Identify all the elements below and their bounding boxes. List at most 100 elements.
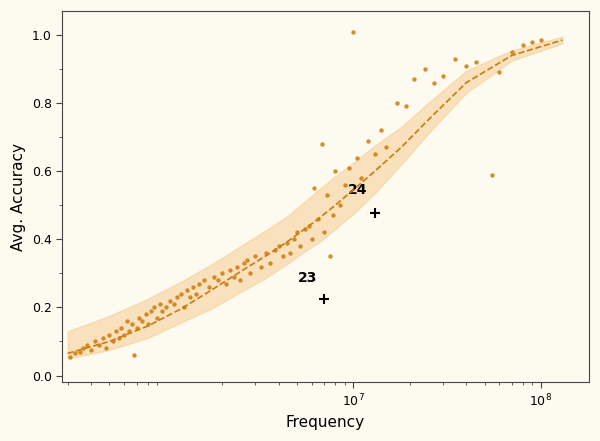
Point xyxy=(325,253,335,260)
X-axis label: Frequency: Frequency xyxy=(286,415,365,430)
Point xyxy=(518,41,527,49)
Point xyxy=(155,300,164,307)
Point xyxy=(274,243,284,250)
Point xyxy=(438,72,448,79)
Point xyxy=(111,328,121,335)
Point xyxy=(261,249,271,256)
Point xyxy=(149,304,158,311)
Point xyxy=(335,202,345,209)
Point xyxy=(349,28,358,35)
Point xyxy=(125,328,134,335)
Point xyxy=(165,297,175,304)
Point xyxy=(322,191,331,198)
Point xyxy=(295,243,305,250)
Point xyxy=(141,310,151,318)
Point xyxy=(134,314,144,321)
Point xyxy=(242,256,251,263)
Point xyxy=(245,270,254,277)
Point xyxy=(328,212,338,219)
Point xyxy=(239,260,248,267)
Point xyxy=(536,37,546,44)
Point xyxy=(161,304,170,311)
Point xyxy=(370,151,380,158)
Point xyxy=(278,253,287,260)
Point xyxy=(221,280,231,287)
Point xyxy=(152,314,162,321)
Point xyxy=(331,168,340,175)
Point xyxy=(94,341,104,348)
Point xyxy=(199,277,209,284)
Y-axis label: Avg. Accuracy: Avg. Accuracy xyxy=(11,143,26,251)
Point xyxy=(382,144,391,151)
Point xyxy=(300,225,310,232)
Point xyxy=(91,338,100,345)
Point xyxy=(172,294,182,301)
Point xyxy=(289,236,298,243)
Point xyxy=(344,164,354,171)
Point xyxy=(76,348,85,355)
Point xyxy=(130,351,139,359)
Point xyxy=(376,127,386,134)
Point xyxy=(494,69,504,76)
Point xyxy=(487,171,497,178)
Text: 24: 24 xyxy=(348,183,368,198)
Point xyxy=(132,324,142,331)
Point xyxy=(169,300,178,307)
Point xyxy=(232,263,242,270)
Point xyxy=(176,290,185,297)
Point xyxy=(194,280,203,287)
Point xyxy=(182,287,192,294)
Point xyxy=(188,284,198,291)
Point xyxy=(401,103,410,110)
Text: 23: 23 xyxy=(298,271,317,285)
Point xyxy=(209,273,218,280)
Point xyxy=(108,338,118,345)
Point xyxy=(307,236,317,243)
Point xyxy=(217,270,227,277)
Point xyxy=(229,273,238,280)
Point xyxy=(507,49,517,56)
Point xyxy=(213,277,223,284)
Point xyxy=(317,140,327,147)
Point xyxy=(127,321,137,328)
Point xyxy=(137,318,147,325)
Point xyxy=(392,100,401,107)
Point xyxy=(304,222,314,229)
Point xyxy=(364,137,373,144)
Point xyxy=(104,331,114,338)
Point xyxy=(86,347,96,354)
Point xyxy=(409,76,419,83)
Point xyxy=(65,353,75,360)
Point xyxy=(78,345,88,352)
Point xyxy=(122,318,131,325)
Point xyxy=(320,229,329,236)
Point xyxy=(158,307,167,314)
Point xyxy=(356,175,366,182)
Point xyxy=(286,249,295,256)
Point xyxy=(179,304,189,311)
Point xyxy=(461,62,471,69)
Point xyxy=(340,181,350,188)
Point xyxy=(270,246,280,253)
Point xyxy=(114,335,124,342)
Point xyxy=(310,185,319,192)
Point xyxy=(282,239,292,246)
Point xyxy=(119,331,129,338)
Point xyxy=(204,284,214,291)
Point xyxy=(101,345,111,352)
Point xyxy=(265,260,275,267)
Point xyxy=(420,65,430,72)
Point xyxy=(191,290,201,297)
Point xyxy=(314,215,323,222)
Point xyxy=(143,321,152,328)
Point xyxy=(292,229,302,236)
Point xyxy=(430,79,439,86)
Point xyxy=(225,266,235,273)
Point xyxy=(353,154,362,161)
Point xyxy=(451,55,460,62)
Point xyxy=(146,307,155,314)
Point xyxy=(98,335,107,342)
Point xyxy=(527,38,537,45)
Point xyxy=(251,253,260,260)
Point xyxy=(185,294,195,301)
